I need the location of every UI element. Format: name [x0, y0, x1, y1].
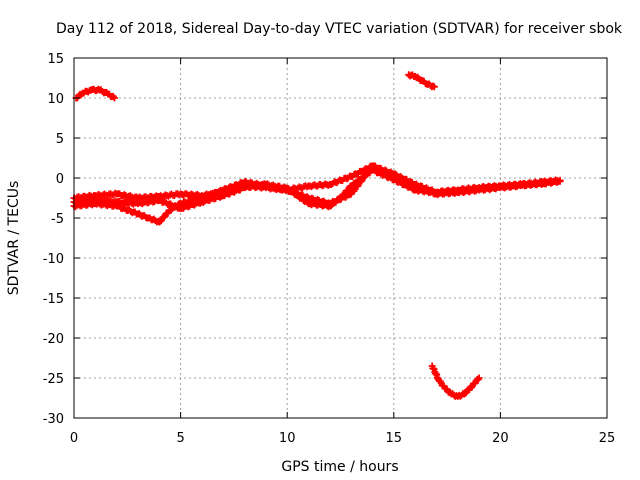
y-tick-label: -15: [43, 292, 64, 307]
y-tick-label: 0: [56, 172, 64, 187]
series-arc-2: [405, 71, 438, 91]
y-tick-label: 5: [56, 132, 64, 147]
y-tick-label: 10: [47, 92, 64, 107]
x-tick-label: 5: [176, 431, 184, 446]
data-point: [475, 374, 483, 382]
x-tick-label: 0: [70, 431, 78, 446]
data-point: [556, 177, 564, 185]
x-axis-label: GPS time / hours: [281, 459, 398, 475]
chart-title: Day 112 of 2018, Sidereal Day-to-day VTE…: [56, 21, 623, 37]
data-point: [430, 83, 438, 91]
series-band-3: [70, 166, 547, 212]
data-point-interp: [160, 213, 168, 221]
y-tick-label: -30: [43, 412, 64, 427]
y-tick-label: -25: [43, 372, 64, 387]
x-tick-label: 25: [599, 431, 616, 446]
x-tick-label: 15: [386, 431, 403, 446]
series-arc-3: [428, 362, 483, 400]
y-tick-label: 15: [47, 52, 64, 67]
series-arc-1: [72, 85, 119, 102]
data-point-interp: [340, 190, 348, 198]
axis-ticks: 0 5 10 15 20 25 15 10 5 0 -5 -10 -15 -20 -25 -30: [43, 52, 616, 446]
x-tick-label: 10: [279, 431, 296, 446]
y-tick-label: -5: [51, 212, 64, 227]
y-tick-label: -10: [43, 252, 64, 267]
data-point: [111, 94, 119, 102]
plot-frame: [73, 57, 608, 419]
grid: [74, 58, 607, 418]
y-axis-label: SDTVAR / TECUs: [6, 181, 22, 296]
y-tick-label: -20: [43, 332, 64, 347]
data-points: [70, 71, 564, 400]
data-point: [539, 179, 547, 187]
x-tick-label: 20: [492, 431, 509, 446]
